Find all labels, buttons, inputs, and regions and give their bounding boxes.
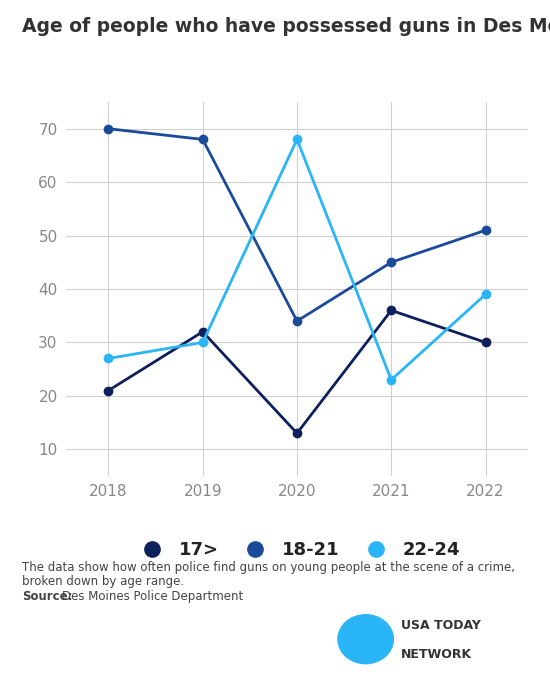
Text: USA TODAY: USA TODAY (402, 619, 481, 632)
Text: The data show how often police find guns on young people at the scene of a crime: The data show how often police find guns… (22, 561, 515, 574)
Text: Age of people who have possessed guns in Des Moines: Age of people who have possessed guns in… (22, 17, 550, 36)
Text: NETWORK: NETWORK (402, 647, 472, 661)
Legend: 17>, 18-21, 22-24: 17>, 18-21, 22-24 (126, 534, 468, 566)
Text: Source:: Source: (22, 590, 73, 603)
Text: broken down by age range.: broken down by age range. (22, 575, 184, 588)
Text: Des Moines Police Department: Des Moines Police Department (62, 590, 244, 603)
Ellipse shape (338, 615, 393, 664)
